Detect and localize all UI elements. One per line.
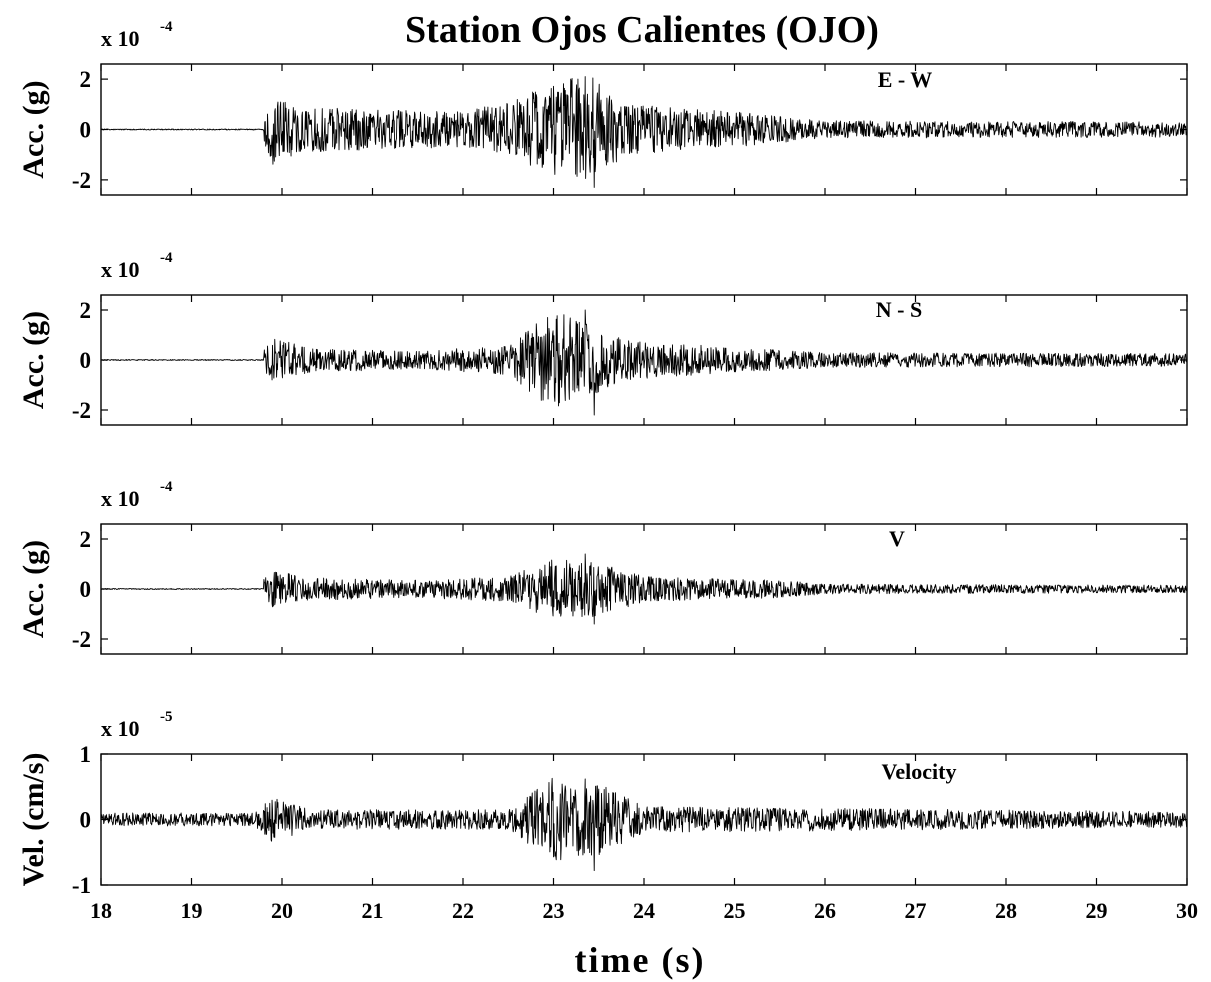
scale-factor: x 10: [101, 26, 140, 51]
y-tick-label: -2: [72, 627, 91, 652]
y-tick-label: 0: [80, 808, 92, 833]
x-tick-label: 25: [724, 898, 746, 923]
x-tick-label: 24: [633, 898, 655, 923]
waveform-trace: [100, 553, 1188, 625]
waveform-trace: [100, 309, 1188, 416]
waveform-trace: [100, 76, 1188, 188]
y-axis-label: Vel. (cm/s): [17, 753, 50, 887]
scale-exponent: -4: [160, 479, 173, 495]
scale-exponent: -4: [160, 250, 173, 266]
x-tick-label: 22: [452, 898, 474, 923]
scale-factor: x 10: [101, 716, 140, 741]
y-axis-label: Acc. (g): [17, 80, 50, 178]
scale-factor: x 10: [101, 257, 140, 282]
y-tick-label: 2: [80, 298, 92, 323]
x-tick-label: 19: [181, 898, 203, 923]
x-tick-label: 26: [814, 898, 836, 923]
x-tick-label: 20: [271, 898, 293, 923]
y-tick-label: 1: [80, 742, 92, 767]
y-axis-label: Acc. (g): [17, 311, 50, 409]
y-tick-label: -1: [72, 873, 91, 898]
y-tick-label: 0: [80, 348, 92, 373]
panel-component-label: N - S: [876, 297, 922, 322]
x-tick-label: 29: [1086, 898, 1108, 923]
x-axis-label: time (s): [575, 940, 706, 980]
panel-component-label: E - W: [878, 67, 933, 92]
panel-4: -1 0 1 Vel. (cm/s) x 10 -5 Velocity: [17, 709, 1188, 898]
scale-exponent: -5: [160, 709, 173, 725]
y-tick-label: 2: [80, 527, 92, 552]
figure-title: Station Ojos Calientes (OJO): [405, 9, 879, 51]
y-tick-label: 0: [80, 577, 92, 602]
waveform-trace: [100, 777, 1188, 872]
x-axis-tick-labels: 18 19 20 21 22 23 24 25 26 27 28 29 30: [90, 898, 1198, 923]
panel-2: -2 0 2 Acc. (g) x 10 -4 N - S: [17, 250, 1188, 426]
panel-axes-box: [100, 63, 1188, 196]
panel-component-label: V: [889, 526, 905, 551]
x-tick-label: 30: [1176, 898, 1198, 923]
y-tick-label: 0: [80, 118, 92, 143]
x-tick-label: 28: [995, 898, 1017, 923]
x-tick-label: 23: [543, 898, 565, 923]
y-tick-label: -2: [72, 398, 91, 423]
panel-3: -2 0 2 Acc. (g) x 10 -4 V: [17, 479, 1188, 655]
scale-factor: x 10: [101, 486, 140, 511]
panel-component-label: Velocity: [882, 759, 957, 784]
x-tick-label: 18: [90, 898, 112, 923]
x-tick-label: 21: [362, 898, 384, 923]
scale-exponent: -4: [160, 19, 173, 35]
y-tick-label: -2: [72, 168, 91, 193]
x-tick-label: 27: [905, 898, 927, 923]
panel-1: -2 0 2 Acc. (g) x 10 -4 E - W: [17, 19, 1188, 196]
y-axis-label: Acc. (g): [17, 540, 50, 638]
y-tick-label: 2: [80, 67, 92, 92]
